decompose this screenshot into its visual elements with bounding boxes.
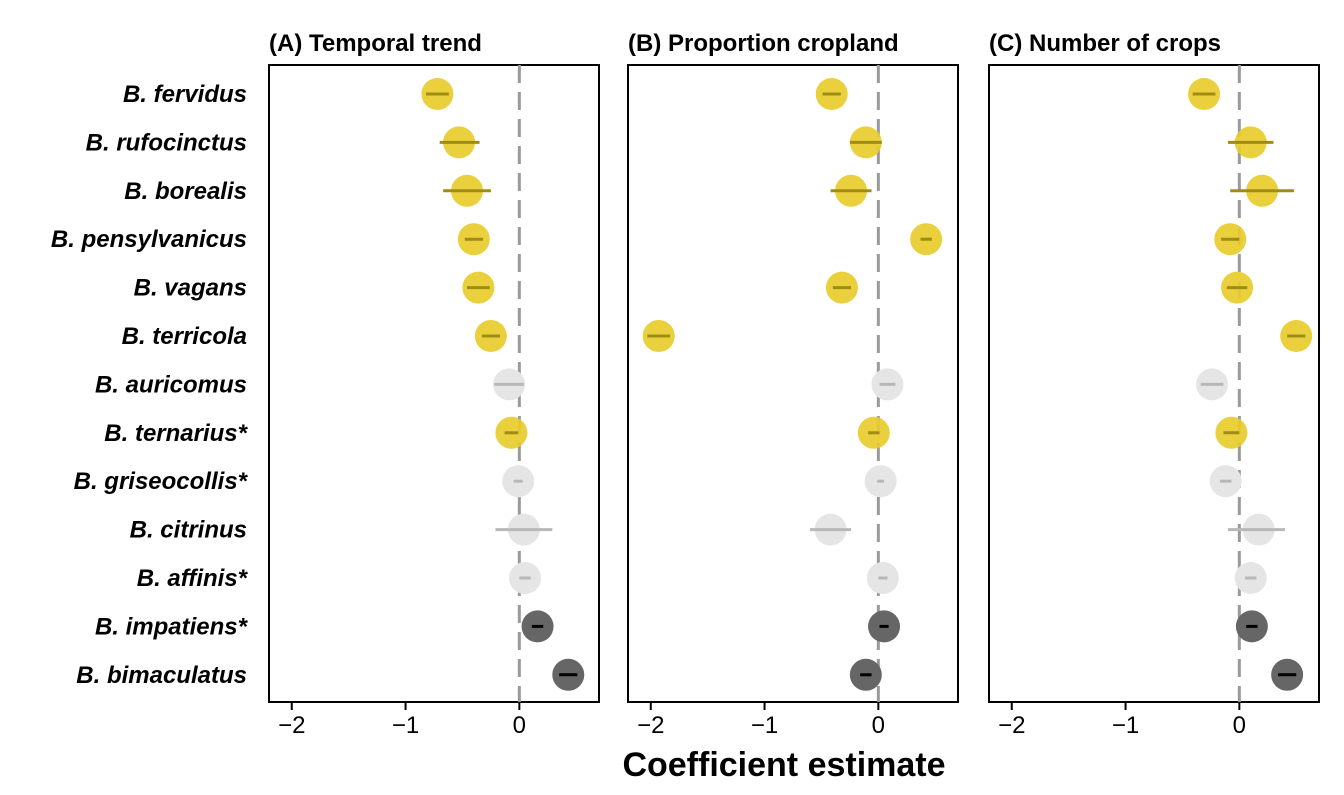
species-label: B. vagans: [134, 275, 247, 302]
species-label: B. griseocollis*: [74, 468, 249, 495]
coefficient-point: [849, 126, 882, 159]
panel-frame: [627, 64, 959, 703]
panel-2: (B) Proportion cropland −2 −1 0: [627, 30, 959, 739]
coefficient-point: [509, 562, 542, 594]
species-labels: B. fervidus B. rufocinctus B. borealis B. p…: [51, 81, 249, 689]
panel-title: (A) Temporal trend: [269, 30, 482, 57]
species-label: B. auricomus: [95, 371, 247, 398]
coefficient-point: [868, 610, 901, 643]
coefficient-point: [830, 174, 872, 207]
species-label: B. affinis*: [137, 565, 249, 592]
panel-frame: [268, 64, 600, 703]
coefficient-point: [552, 658, 585, 691]
coefficient-point: [866, 562, 899, 594]
x-tick-label: −2: [998, 712, 1025, 739]
species-label: B. fervidus: [123, 81, 247, 108]
coefficient-point: [495, 513, 553, 546]
coefficient-point: [1209, 465, 1242, 498]
panel-title: (B) Proportion cropland: [628, 30, 899, 57]
coefficient-point: [825, 271, 858, 304]
species-label: B. pensylvanicus: [51, 226, 247, 253]
coefficient-point: [815, 78, 848, 110]
species-label: B. impatiens*: [95, 613, 249, 640]
coefficient-point: [1215, 416, 1248, 449]
coefficient-point: [474, 320, 507, 352]
coefficient-point: [1214, 223, 1247, 256]
panel-frame: [988, 64, 1320, 703]
x-tick-label: −2: [637, 712, 664, 739]
x-tick-label: 0: [872, 712, 885, 739]
species-label: B. citrinus: [130, 517, 247, 544]
coefficient-point: [857, 416, 890, 449]
panel-3: (C) Number of crops −2 −1 0: [988, 30, 1320, 739]
x-tick-label: −1: [392, 712, 419, 739]
x-tick-label: 0: [1233, 712, 1246, 739]
coefficient-point: [1235, 610, 1268, 643]
coefficient-point: [521, 610, 554, 643]
panels: (A) Temporal trend−2 −1 0(B) Proportion cr…: [268, 30, 1320, 739]
x-tick-label: −1: [751, 712, 778, 739]
coefficient-point: [493, 368, 526, 401]
species-label: B. bimaculatus: [76, 662, 247, 689]
coefficient-point: [871, 368, 904, 401]
coefficient-point: [1196, 368, 1229, 401]
coefficient-point: [495, 416, 528, 449]
coefficient-point: [1227, 513, 1285, 546]
species-label: B. terricola: [122, 323, 247, 350]
coefficient-point: [1188, 78, 1221, 110]
coefficient-point: [1271, 658, 1304, 691]
x-tick-label: −2: [278, 712, 305, 739]
panel-1: (A) Temporal trend −2 −1 0: [268, 30, 600, 739]
coefficient-point: [443, 174, 491, 207]
x-axis-title: Coefficient estimate: [622, 746, 945, 784]
coefficient-point: [1227, 126, 1274, 159]
coefficient-point: [457, 223, 490, 256]
x-tick-label: 0: [513, 712, 526, 739]
x-tick-label: −1: [1112, 712, 1139, 739]
coefficient-point: [1221, 271, 1254, 304]
coefficient-point: [810, 513, 852, 546]
coefficient-point: [502, 465, 535, 498]
species-label: B. ternarius*: [104, 420, 248, 447]
coefficient-point: [439, 126, 480, 159]
coefficient-point: [1234, 562, 1267, 594]
panel-title: (C) Number of crops: [989, 30, 1221, 57]
coefficient-point: [864, 465, 897, 498]
coefficient-point: [1230, 174, 1294, 207]
coefficient-point: [421, 78, 454, 110]
coefficient-point: [910, 223, 943, 256]
coefficient-point: [642, 320, 675, 352]
species-label: B. borealis: [124, 178, 247, 205]
coefficient-point: [1280, 320, 1313, 352]
coefficient-point: [462, 271, 495, 304]
coefficient-point: [849, 658, 882, 691]
species-label: B. rufocinctus: [86, 129, 247, 156]
